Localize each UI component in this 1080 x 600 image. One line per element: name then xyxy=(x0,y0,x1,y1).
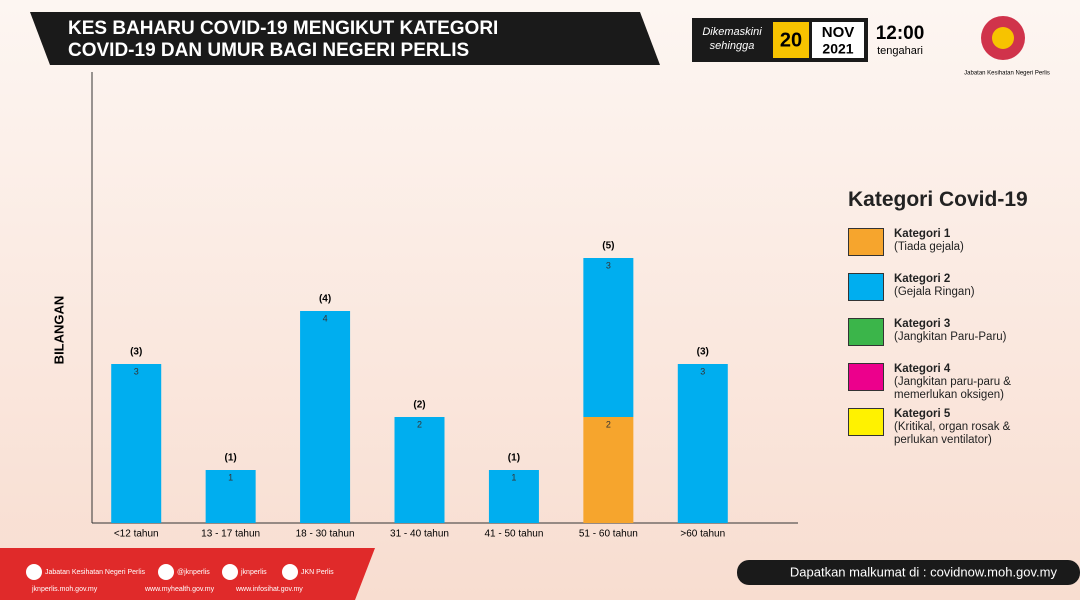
value-label: 1 xyxy=(511,472,516,482)
legend-name: Kategori 4 xyxy=(894,363,951,375)
bar-segment xyxy=(488,470,539,523)
logo xyxy=(992,27,1014,49)
bar-segment xyxy=(394,417,445,523)
updated-label: Dikemaskini xyxy=(702,26,762,38)
legend-description: (Jangkitan paru-paru & memerlukan oksige… xyxy=(894,376,1011,401)
value-label: 4 xyxy=(323,313,328,323)
updated-label: sehingga xyxy=(710,40,755,52)
value-label: 2 xyxy=(606,419,611,429)
bar-segment xyxy=(583,258,634,417)
source-bar xyxy=(737,560,1080,585)
social-icon xyxy=(282,564,298,580)
legend-description: (Tiada gejala) xyxy=(894,241,964,253)
link: www.myhealth.gov.my xyxy=(144,586,215,593)
value-label: 3 xyxy=(700,366,705,376)
social-handle: jknperlis xyxy=(240,569,267,576)
legend-name: Kategori 5 xyxy=(894,408,951,420)
title: COVID-19 DAN UMUR BAGI NEGERI PERLIS xyxy=(68,40,469,61)
total-label: (1) xyxy=(508,453,520,464)
social-handle: @jknperlis xyxy=(177,569,210,576)
month-box xyxy=(812,22,864,58)
value-label: 2 xyxy=(417,419,422,429)
year: 2021 xyxy=(822,41,853,57)
time: 12:00 xyxy=(876,23,925,44)
value-label: 1 xyxy=(228,472,233,482)
legend-swatch xyxy=(848,363,884,391)
title-banner xyxy=(30,12,660,65)
social-handle: JKN Perlis xyxy=(301,569,334,576)
social-icon xyxy=(158,564,174,580)
bar-segment xyxy=(205,470,256,523)
day: 20 xyxy=(780,29,802,51)
day-box xyxy=(773,22,809,58)
bar-segment xyxy=(677,364,728,523)
legend-item: Kategori 4 (Jangkitan paru-paru & memerlu… xyxy=(848,363,1044,402)
bar-segment xyxy=(300,311,351,523)
total-label: (3) xyxy=(130,347,142,358)
legend-title: Kategori Covid-19 xyxy=(848,188,1028,211)
total-label: (2) xyxy=(413,400,425,411)
legend-swatch xyxy=(848,408,884,436)
title: KES BAHARU COVID-19 MENGIKUT KATEGORI xyxy=(68,18,498,39)
social-icon xyxy=(222,564,238,580)
legend-text: Kategori 3 (Jangkitan Paru-Paru) xyxy=(894,318,1044,346)
x-tick-label: 18 - 30 tahun xyxy=(296,529,355,540)
legend-description: (Gejala Ringan) xyxy=(894,286,975,298)
x-tick-label: 51 - 60 tahun xyxy=(579,529,638,540)
legend-name: Kategori 2 xyxy=(894,273,951,285)
legend-swatch xyxy=(848,273,884,301)
legend-description: (Jangkitan Paru-Paru) xyxy=(894,331,1007,343)
legend-swatch xyxy=(848,318,884,346)
source: Dapatkan malkumat di : covidnow.moh.gov.… xyxy=(790,564,1058,579)
value-label: 3 xyxy=(134,366,139,376)
legend-text: Kategori 5 (Kritikal, organ rosak & perlu… xyxy=(894,408,1044,447)
legend-swatch xyxy=(848,228,884,256)
legend-item: Kategori 3 (Jangkitan Paru-Paru) xyxy=(848,318,1044,346)
legend-text: Kategori 1 (Tiada gejala) xyxy=(894,228,1044,256)
x-tick-label: 13 - 17 tahun xyxy=(201,529,260,540)
legend-description: (Kritikal, organ rosak & perlukan ventil… xyxy=(894,421,1011,446)
total-label: (1) xyxy=(225,453,237,464)
legend-name: Kategori 3 xyxy=(894,318,951,330)
x-tick-label: 31 - 40 tahun xyxy=(390,529,449,540)
total-label: (5) xyxy=(602,241,614,252)
bar-segment xyxy=(111,364,162,523)
total-label: (3) xyxy=(697,347,709,358)
link: www.infosihat.gov.my xyxy=(235,586,303,593)
total-label: (4) xyxy=(319,294,331,305)
month: NOV xyxy=(822,24,855,41)
legend-item: Kategori 1 (Tiada gejala) xyxy=(848,228,1044,256)
social-handle: Jabatan Kesihatan Negeri Perlis xyxy=(45,569,146,576)
x-tick-label: >60 tahun xyxy=(680,529,725,540)
legend-text: Kategori 2 (Gejala Ringan) xyxy=(894,273,1044,301)
legend: Kategori Covid-19 Kategori 1 (Tiada gejal… xyxy=(848,188,1048,446)
footer-banner xyxy=(0,548,375,600)
value-label: 3 xyxy=(606,260,611,270)
legend-item: Kategori 2 (Gejala Ringan) xyxy=(848,273,1044,301)
legend-item: Kategori 5 (Kritikal, organ rosak & perlu… xyxy=(848,408,1044,447)
time-note: tengahari xyxy=(877,45,923,57)
legend-name: Kategori 1 xyxy=(894,228,951,240)
link: jknperlis.moh.gov.my xyxy=(31,586,98,593)
agency: Jabatan Kesihatan Negeri Perlis xyxy=(964,71,1050,77)
x-tick-label: <12 tahun xyxy=(114,529,159,540)
bar-segment xyxy=(583,417,634,523)
x-tick-label: 41 - 50 tahun xyxy=(484,529,543,540)
social-icon xyxy=(26,564,42,580)
y-axis-label: BILANGAN xyxy=(51,296,66,365)
legend-text: Kategori 4 (Jangkitan paru-paru & memerlu… xyxy=(894,363,1044,402)
